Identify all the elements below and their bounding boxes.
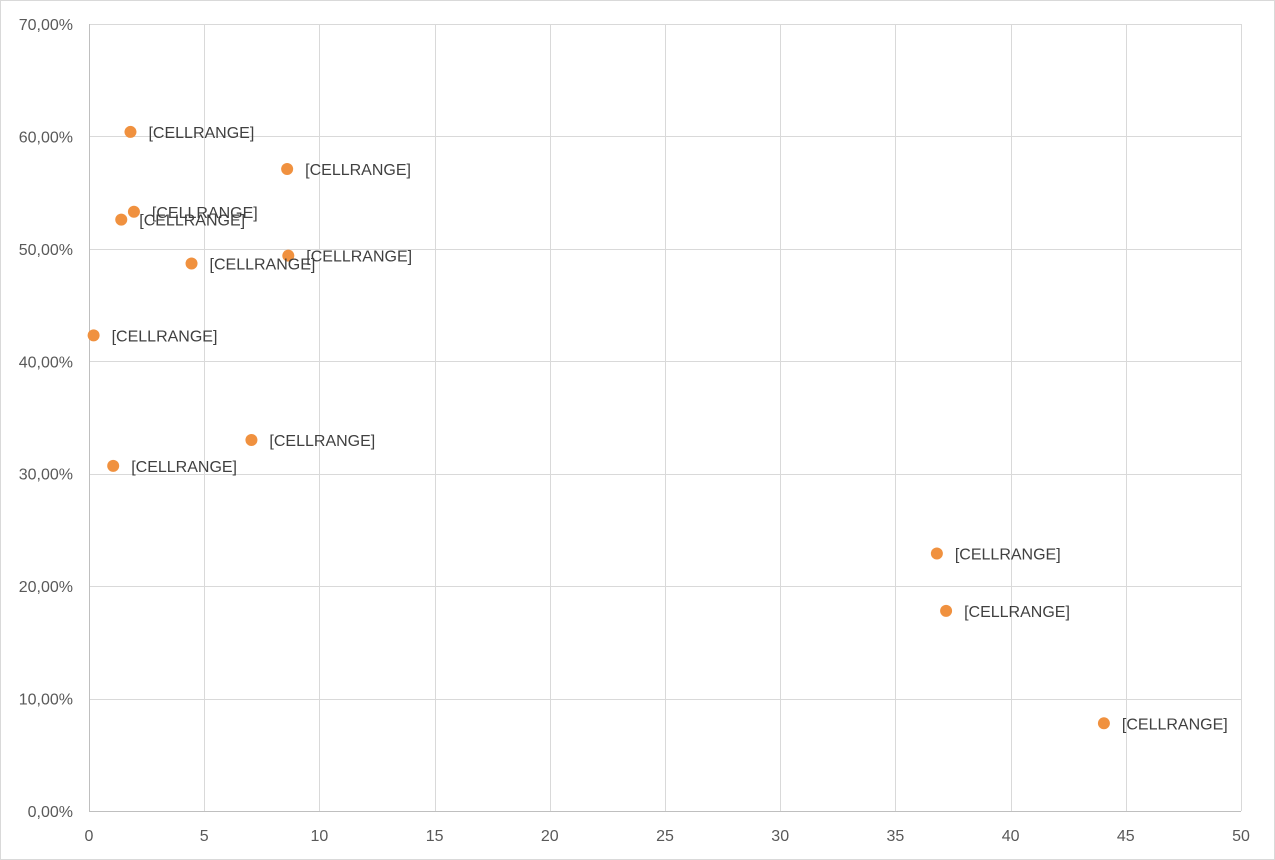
data-label: [CELLRANGE] [955,547,1061,564]
y-tick-label: 60,00% [19,129,73,146]
data-point [1097,717,1110,730]
data-point [940,604,953,617]
data-label: [CELLRANGE] [1122,716,1228,733]
data-label: [CELLRANGE] [139,213,245,230]
x-tick-label: 45 [1117,828,1135,845]
x-tick-label: 35 [887,828,905,845]
y-tick-label: 40,00% [19,354,73,371]
data-label: [CELLRANGE] [148,125,254,142]
data-labels: [CELLRANGE][CELLRANGE][CELLRANGE][CELLRA… [112,125,1228,733]
x-tick-label: 25 [656,828,674,845]
data-point [245,433,258,446]
x-axis-tick-labels: 0 5 10 15 20 25 30 35 40 45 50 [85,828,1250,845]
data-label: [CELLRANGE] [131,459,237,476]
gridlines [89,24,1242,811]
x-tick-label: 0 [85,828,94,845]
x-tick-label: 50 [1232,828,1250,845]
data-point [124,125,137,138]
y-tick-label: 20,00% [19,579,73,596]
data-point [185,257,198,270]
x-tick-label: 10 [311,828,329,845]
y-tick-label: 70,00% [19,17,73,34]
y-tick-label: 50,00% [19,242,73,259]
data-label: [CELLRANGE] [152,205,258,222]
data-label: [CELLRANGE] [306,249,412,266]
x-tick-label: 15 [426,828,444,845]
y-tick-label: 30,00% [19,467,73,484]
data-label: [CELLRANGE] [112,328,218,345]
x-tick-label: 5 [200,828,209,845]
data-label: [CELLRANGE] [964,604,1070,621]
data-point [107,459,120,472]
axes [89,24,1241,812]
data-label: [CELLRANGE] [269,433,375,450]
y-axis-tick-labels: 0,00% 10,00% 20,00% 30,00% 40,00% 50,00% 60,00… [19,17,73,821]
data-point [127,205,140,218]
data-point [115,213,128,226]
data-point [930,547,943,560]
y-tick-label: 0,00% [28,804,73,821]
data-point [282,249,295,262]
data-points [87,125,1110,730]
data-label: [CELLRANGE] [210,256,316,273]
data-point [87,329,100,342]
y-tick-label: 10,00% [19,692,73,709]
data-label: [CELLRANGE] [305,162,411,179]
x-tick-label: 20 [541,828,559,845]
data-point [281,163,294,176]
x-tick-label: 40 [1002,828,1020,845]
x-tick-label: 30 [771,828,789,845]
